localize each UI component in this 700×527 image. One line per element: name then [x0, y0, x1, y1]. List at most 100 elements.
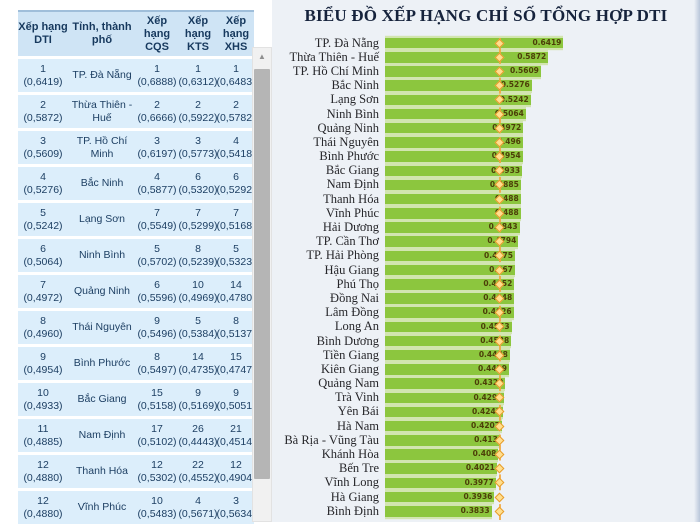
- bar-category-label: TP. Cần Thơ: [316, 234, 379, 249]
- chart-bar-row: TP. Đà Nẵng 0.6419: [280, 36, 564, 50]
- table-row: 2 (0,5872) Thừa Thiên - Huế 2 (0,6666) 2…: [18, 95, 256, 131]
- cell-kts: 22 (0,4552): [178, 459, 218, 484]
- cell-xhs: 3 (0,5634): [216, 495, 256, 520]
- cell-province: Ninh Bình: [78, 249, 126, 262]
- bar-category-label: Thanh Hóa: [323, 191, 379, 206]
- chart-bar-row: Thanh Hóa 0.488: [280, 192, 563, 206]
- table-row: 1 (0,6419) TP. Đà Nẵng 1 (0,6888) 1 (0,6…: [18, 59, 256, 95]
- bar-value-label: 0.4885: [490, 180, 519, 191]
- chart-bar-row: Yên Bái 0.4241: [280, 404, 563, 419]
- cell-dti: 1 (0,6419): [23, 63, 63, 88]
- bar-category-label: Đồng Nai: [330, 290, 379, 305]
- bar: 0.4933: [385, 165, 523, 177]
- cell-xhs: 8 (0,5137): [216, 315, 256, 340]
- header-dti: Xếp hạng DTI: [18, 21, 68, 46]
- cell-kts: 4 (0,5671): [178, 495, 218, 520]
- chart-bar-row: Quảng Ninh 0.4972: [280, 121, 563, 135]
- chart-bar-row: Đồng Nai 0.4648: [280, 291, 563, 305]
- scroll-up-button[interactable]: ▲: [253, 48, 271, 64]
- bar-value-label: 0.4488: [478, 349, 508, 359]
- cell-dti: 10 (0,4933): [23, 387, 63, 412]
- cell-kts: 7 (0,5299): [178, 207, 218, 232]
- cell-cqs: 3 (0,6197): [137, 135, 177, 160]
- bar: 0.5242: [385, 94, 531, 106]
- cell-xhs: 5 (0,5323): [216, 243, 256, 268]
- cell-kts: 26 (0,4443): [178, 423, 218, 448]
- cell-kts: 8 (0,5239): [178, 243, 218, 268]
- bar: 0.4553: [385, 321, 512, 333]
- bar-value-label: 0.488: [494, 193, 519, 203]
- bar-category-label: Khánh Hòa: [321, 447, 379, 462]
- bar-category-label: TP. Hồ Chí Minh: [292, 63, 379, 78]
- ranking-table: Xếp hạng DTI Tỉnh, thành phố Xếp hạng CQ…: [18, 10, 256, 527]
- cell-cqs: 4 (0,5877): [137, 171, 177, 196]
- reference-line: [499, 38, 501, 520]
- scrollbar-track[interactable]: [253, 64, 271, 521]
- cell-province: Bắc Ninh: [80, 177, 124, 190]
- chart-bar-row: Hà Nam 0.4207: [280, 419, 563, 433]
- cell-xhs: 7 (0,5168): [216, 207, 256, 232]
- cell-cqs: 5 (0,5702): [137, 243, 177, 268]
- cell-cqs: 1 (0,6888): [137, 63, 177, 88]
- bar-value-label: 0.488: [494, 208, 519, 218]
- bar-category-label: Thái Nguyên: [313, 134, 379, 149]
- bar: 0.4488: [385, 349, 510, 361]
- cell-cqs: 17 (0,5102): [137, 423, 177, 448]
- bar-category-label: Tiền Giang: [322, 347, 379, 362]
- bar-value-label: 0.4021: [465, 463, 495, 473]
- chart-bar-row: Vĩnh Phúc 0.488: [280, 206, 563, 220]
- bar-value-label: 0.4241: [471, 406, 501, 416]
- bar-category-label: Thừa Thiên - Huế: [289, 49, 379, 64]
- cell-dti: 9 (0,4954): [23, 351, 63, 376]
- cell-xhs: 1 (0,6483): [216, 63, 256, 88]
- bar-value-label: 0.4933: [491, 165, 521, 175]
- cell-xhs: 6 (0,5292): [216, 171, 256, 196]
- bar-value-label: 0.6419: [532, 37, 562, 47]
- table-scrollbar[interactable]: ▲: [252, 47, 272, 522]
- bar-category-label: Hà Nam: [337, 418, 379, 433]
- chart-bars: TP. Đà Nẵng 0.6419 Thừa Thiên - Huế 0.58…: [280, 36, 564, 518]
- header-kts: Xếp hạng KTS: [184, 14, 212, 53]
- cell-kts: 10 (0,4969): [178, 279, 218, 304]
- chart-bar-row: Hà Giang 0.3936: [280, 490, 563, 504]
- scrollbar-thumb[interactable]: [254, 69, 270, 479]
- cell-kts: 2 (0,5922): [178, 99, 218, 124]
- cell-province: TP. Đà Nẵng: [72, 69, 132, 82]
- table-row: 10 (0,4933) Bắc Giang 15 (0,5158) 9 (0,5…: [18, 383, 256, 419]
- bar: 0.5872: [385, 52, 549, 63]
- bar-category-label: Kiên Giang: [321, 361, 379, 376]
- bar: 0.6419: [385, 37, 564, 49]
- bar-value-label: 0.4207: [471, 420, 500, 430]
- bar: 0.4885: [385, 179, 521, 191]
- scroll-up-icon: ▲: [258, 51, 266, 61]
- bar-category-label: Bình Định: [326, 503, 379, 518]
- cell-xhs: 9 (0,5051): [216, 387, 256, 412]
- bar-value-label: 0.3936: [463, 491, 493, 501]
- chart-bar-row: Ninh Bình 0.5064: [280, 107, 563, 121]
- bar-category-label: Phú Thọ: [336, 276, 380, 291]
- bar: 0.4207: [385, 420, 502, 432]
- table-row: 7 (0,4972) Quảng Ninh 6 (0,5596) 10 (0,4…: [18, 275, 256, 311]
- cell-xhs: 2 (0,5782): [216, 99, 256, 124]
- cell-cqs: 15 (0,5158): [137, 387, 177, 412]
- bar: 0.4241: [385, 406, 503, 418]
- chart-bar-row: Quảng Nam 0.4329: [280, 376, 563, 391]
- bar: 0.488: [385, 208, 521, 219]
- bar-category-label: Lâm Đồng: [325, 305, 379, 320]
- cell-xhs: 4 (0,5418): [216, 135, 256, 160]
- cell-province: Thừa Thiên - Huế: [71, 99, 133, 124]
- table-body: 1 (0,6419) TP. Đà Nẵng 1 (0,6888) 1 (0,6…: [18, 59, 256, 527]
- chart-bar-row: TP. Hồ Chí Minh 0.5609: [280, 64, 563, 78]
- table-row: 5 (0,5242) Lạng Sơn 7 (0,5549) 7 (0,5299…: [18, 203, 256, 239]
- bar-category-label: Hà Giang: [330, 489, 379, 504]
- bar: 0.4954: [385, 151, 523, 162]
- table-row: 12 (0,4880) Thanh Hóa 12 (0,5302) 22 (0,…: [18, 455, 256, 491]
- bar-category-label: Bắc Ninh: [331, 78, 379, 93]
- cell-dti: 2 (0,5872): [23, 99, 63, 124]
- bar: 0.413: [385, 435, 500, 446]
- header-cqs: Xếp hạng CQS: [143, 14, 171, 53]
- bar-category-label: Vĩnh Long: [324, 475, 379, 490]
- bar: 0.3977: [385, 477, 496, 489]
- chart-bar-row: Thừa Thiên - Huế 0.5872: [280, 50, 563, 64]
- cell-cqs: 7 (0,5549): [137, 207, 177, 232]
